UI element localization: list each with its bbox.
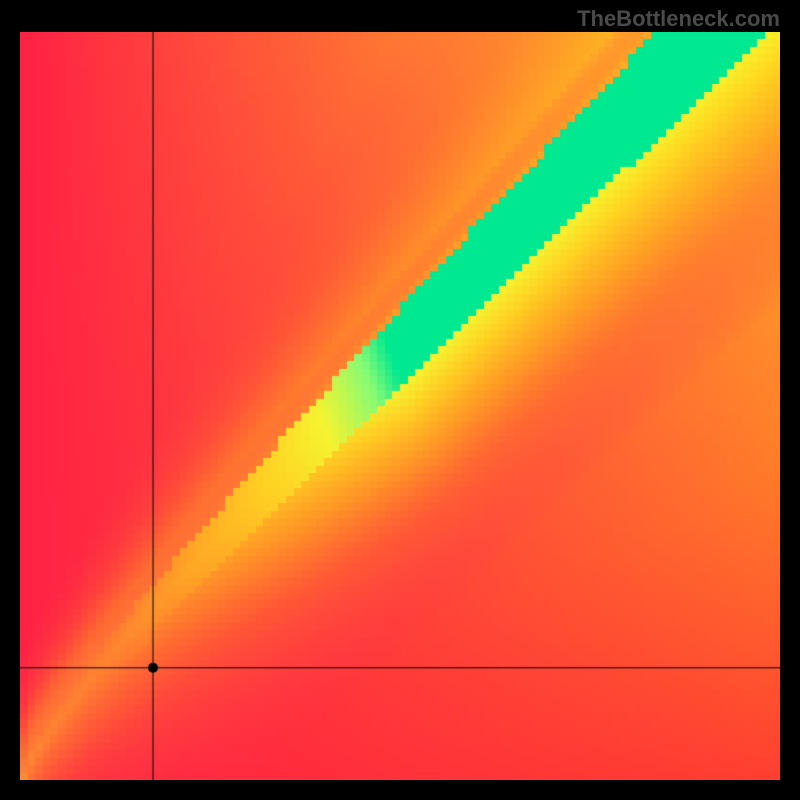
heatmap-plot (20, 32, 780, 780)
chart-container: TheBottleneck.com (0, 0, 800, 800)
watermark-text: TheBottleneck.com (577, 6, 780, 32)
heatmap-canvas (20, 32, 780, 780)
